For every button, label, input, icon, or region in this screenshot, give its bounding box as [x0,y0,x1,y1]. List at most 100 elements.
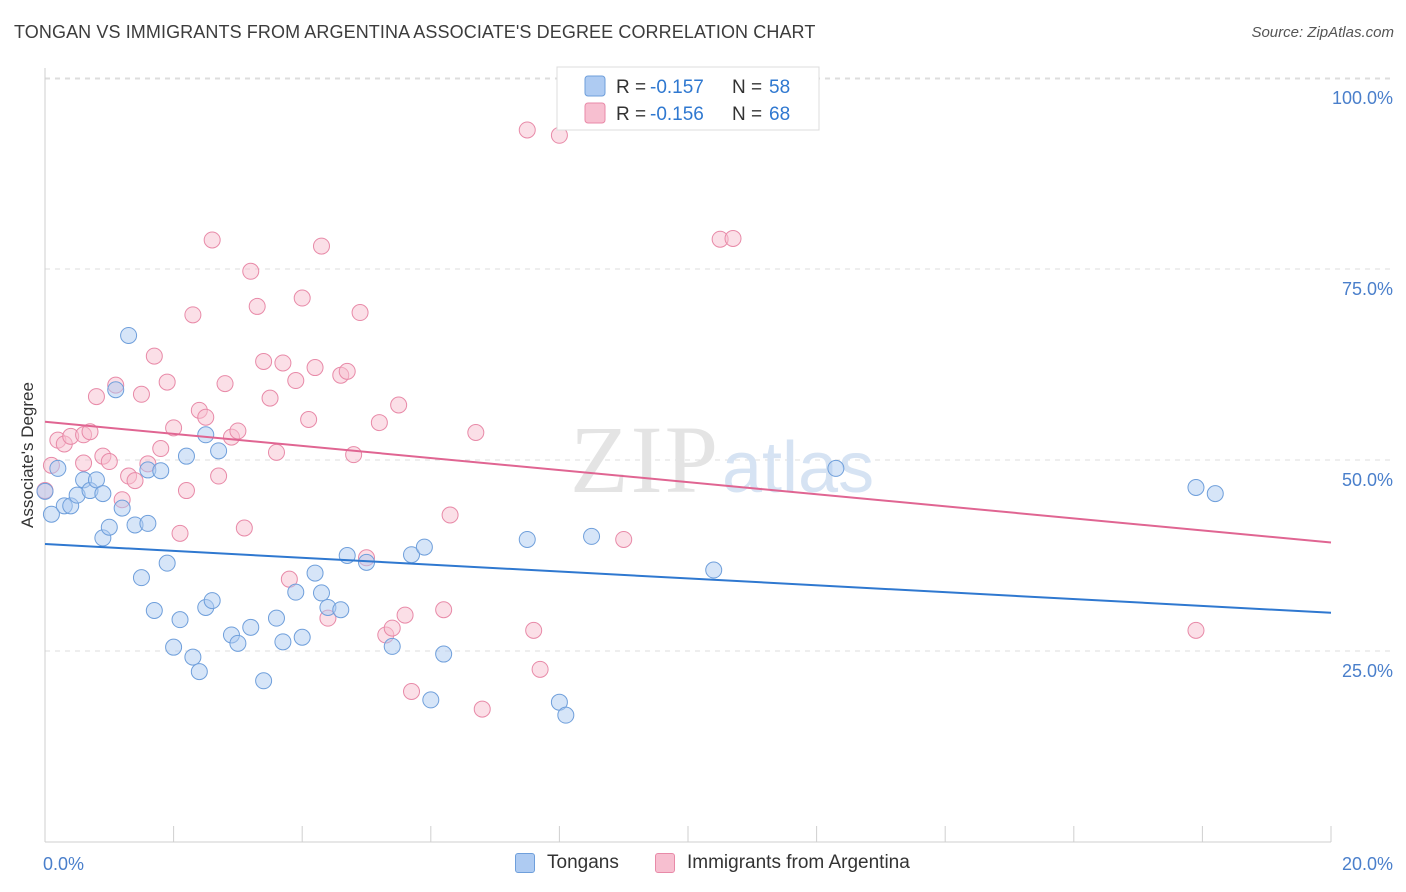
tongans-point [107,381,125,399]
argentina-point [216,375,234,393]
tongans-point [203,592,221,610]
tongans-point [383,637,401,655]
argentina-point [203,231,221,249]
legend-swatch-argentina-bottom [655,853,675,873]
tongans-point [1206,485,1224,503]
tongans-point [422,691,440,709]
argentina-point [441,506,459,524]
argentina-point [165,419,183,437]
tongans-point [435,645,453,663]
tongans-point [267,609,285,627]
tongans-point [415,538,433,556]
tongans-point [242,618,260,636]
argentina-point [467,423,485,441]
tongans-point [100,518,118,536]
argentina-point [396,606,414,624]
tongans-point [1187,479,1205,497]
argentina-point [171,524,189,542]
argentina-point [383,619,401,637]
legend-label-tongans: Tongans [547,852,619,873]
tongans-point [705,561,723,579]
argentina-point [229,422,247,440]
argentina-point [197,408,215,426]
tongans-trend-line [44,543,1332,614]
tongans-point [229,634,247,652]
tongans-point [332,601,350,619]
tongans-point [177,447,195,465]
legend-item-argentina[interactable]: Immigrants from Argentina [655,852,910,874]
tongans-point [583,527,601,545]
legend-swatch-tongans-bottom [515,853,535,873]
tongans-point [557,706,575,724]
argentina-point [267,443,285,461]
argentina-point [312,237,330,255]
tongans-point [274,633,292,651]
tongans-point [145,602,163,620]
tongans-point [165,638,183,656]
y-tick-label: 50.0% [1342,470,1393,490]
watermark-atlas: atlas [722,428,874,508]
argentina-point [370,414,388,432]
argentina-point [300,411,318,429]
argentina-point [75,454,93,472]
tongans-point [210,442,228,460]
argentina-point [87,388,105,406]
tongans-point [139,514,157,532]
legend-n-value-argentina: 68 [769,104,790,125]
source-label: Source: ZipAtlas.com [1251,24,1394,41]
tongans-point [49,459,67,477]
x-tick-label-max: 20.0% [1342,854,1393,874]
tongans-point [87,471,105,489]
legend-swatch-tongans [584,75,606,97]
tongans-point [94,485,112,503]
argentina-point [274,354,292,372]
tongans-point [152,462,170,480]
argentina-point [435,601,453,619]
legend-r-label-tongans: R = [616,77,646,98]
legend-n-value-tongans: 58 [769,77,790,98]
argentina-point [724,229,742,247]
argentina-point [126,472,144,490]
legend-r-value-argentina: -0.156 [650,104,704,125]
legend-top: R = -0.157 N = 58 R = -0.156 N = 68 [556,66,820,131]
argentina-point [403,682,421,700]
tongans-point [42,505,60,523]
argentina-point [518,121,536,139]
argentina-point [184,306,202,324]
legend-r-value-tongans: -0.157 [650,77,704,98]
watermark-zip: ZIP [570,406,720,513]
tongans-point [184,648,202,666]
argentina-point [338,362,356,380]
y-tick-label: 25.0% [1342,661,1393,681]
argentina-point [132,385,150,403]
legend-item-tongans[interactable]: Tongans [515,852,619,874]
tongans-point [255,672,273,690]
y-axis-title: Associate's Degree [18,382,37,528]
tongans-point [190,663,208,681]
argentina-point [242,262,260,280]
tongans-point [827,459,845,477]
tongans-point [287,583,305,601]
argentina-point [261,389,279,407]
x-tick-label-min: 0.0% [43,854,84,874]
legend-bottom: Tongans Immigrants from Argentina [0,850,1406,880]
tongans-point [518,530,536,548]
watermark: ZIP atlas [570,406,874,513]
tongans-point [171,611,189,629]
series-tongans-points [36,326,1224,724]
tongans-point [158,554,176,572]
argentina-point [235,519,253,537]
series-argentina-points [36,121,1205,718]
argentina-point [531,660,549,678]
tongans-point [113,499,131,517]
argentina-point [351,304,369,322]
argentina-point [81,423,99,441]
argentina-point [473,700,491,718]
argentina-trend-line [44,420,1332,544]
legend-n-label-argentina: N = [732,104,762,125]
tongans-point [293,628,311,646]
tongans-point [36,482,54,500]
tongans-point [132,569,150,587]
argentina-point [158,373,176,391]
